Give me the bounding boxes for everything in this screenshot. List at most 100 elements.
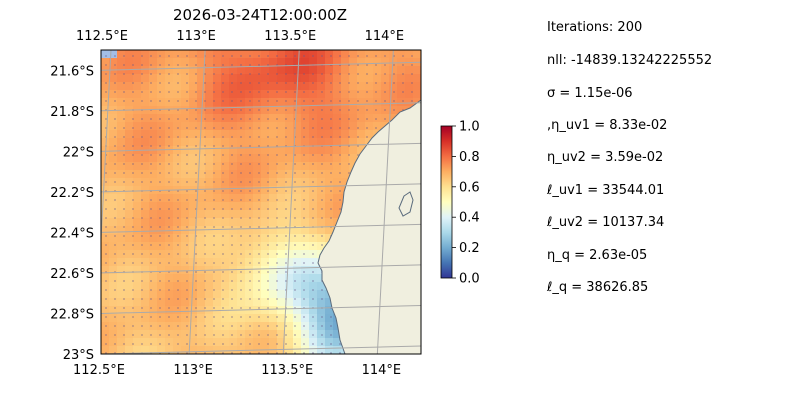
vector-dot <box>159 343 161 345</box>
heat-cell <box>229 162 238 171</box>
vector-dot <box>240 262 242 264</box>
vector-dot <box>339 127 341 129</box>
heat-cell <box>149 202 158 211</box>
vector-dot <box>141 253 143 255</box>
heat-cell <box>285 314 294 323</box>
heat-cell <box>149 82 158 91</box>
vector-dot <box>141 82 143 84</box>
vector-dot <box>267 307 269 309</box>
vector-dot <box>240 244 242 246</box>
heat-cell <box>293 194 302 203</box>
heat-cell <box>213 82 222 91</box>
vector-dot <box>330 127 332 129</box>
vector-dot <box>195 262 197 264</box>
heat-cell <box>325 234 334 243</box>
heat-cell <box>309 314 318 323</box>
heat-cell <box>309 138 318 147</box>
heat-cell <box>293 298 302 307</box>
heat-cell <box>293 130 302 139</box>
vector-dot <box>276 199 278 201</box>
lat-gridline <box>101 345 421 354</box>
heat-cell <box>221 298 230 307</box>
heat-cell <box>317 298 326 307</box>
heat-cell <box>197 346 206 354</box>
heat-cell <box>269 306 278 315</box>
vector-dot <box>222 307 224 309</box>
x-ticks-bottom: 112.5°E 113°E 113.5°E 114°E <box>73 363 401 378</box>
vector-dot <box>204 181 206 183</box>
vector-dot <box>141 127 143 129</box>
vector-dot <box>303 136 305 138</box>
vector-dot <box>150 262 152 264</box>
vector-dot <box>141 145 143 147</box>
heat-cell <box>149 282 158 291</box>
heat-cell <box>293 178 302 187</box>
vector-dot <box>267 55 269 57</box>
heat-cell <box>317 58 326 67</box>
vector-dot <box>312 271 314 273</box>
heat-cell <box>261 290 270 299</box>
vector-dot <box>105 181 107 183</box>
vector-dot <box>393 100 395 102</box>
vector-dot <box>159 100 161 102</box>
vector-dot <box>177 316 179 318</box>
vector-dot <box>267 271 269 273</box>
heat-cell <box>205 322 214 331</box>
vector-dot <box>195 316 197 318</box>
heat-cell <box>261 250 270 259</box>
vector-dot <box>330 208 332 210</box>
vector-dot <box>249 127 251 129</box>
vector-dot <box>258 172 260 174</box>
heat-cell <box>285 346 294 354</box>
vector-dot <box>213 343 215 345</box>
heat-cell <box>181 250 190 259</box>
vector-dot <box>114 136 116 138</box>
heat-cell <box>197 218 206 227</box>
vector-dot <box>258 325 260 327</box>
heat-cell <box>101 202 110 211</box>
vector-dot <box>105 64 107 66</box>
heat-cell <box>165 202 174 211</box>
vector-dot <box>186 181 188 183</box>
vector-dot <box>186 91 188 93</box>
vector-dot <box>267 262 269 264</box>
heat-cell <box>301 178 310 187</box>
heat-cell <box>269 250 278 259</box>
vector-dot <box>177 199 179 201</box>
vector-dot <box>231 154 233 156</box>
vector-dot <box>150 316 152 318</box>
vector-dot <box>222 235 224 237</box>
param-eta-q: η_q = 2.63e-05 <box>547 248 648 263</box>
heat-cell <box>117 258 126 267</box>
heat-cell <box>213 274 222 283</box>
heat-cell <box>237 98 246 107</box>
heat-cell <box>221 154 230 163</box>
vector-dot <box>375 82 377 84</box>
heat-cell <box>293 338 302 347</box>
vector-dot <box>348 109 350 111</box>
vector-dot <box>213 253 215 255</box>
heat-cell <box>269 74 278 83</box>
vector-dot <box>213 127 215 129</box>
heat-cell <box>381 58 390 67</box>
vector-dot <box>150 280 152 282</box>
vector-dot <box>204 226 206 228</box>
vector-dot <box>195 280 197 282</box>
vector-dot <box>294 235 296 237</box>
vector-dot <box>186 55 188 57</box>
heat-cell <box>397 66 406 75</box>
heat-cell <box>165 170 174 179</box>
heat-cell <box>405 98 414 107</box>
heat-cell <box>341 74 350 83</box>
heat-cell <box>229 250 238 259</box>
heat-cell <box>261 122 270 131</box>
vector-dot <box>114 217 116 219</box>
heat-cell <box>173 58 182 67</box>
vector-dot <box>159 145 161 147</box>
vector-dot <box>213 235 215 237</box>
heat-cell <box>189 258 198 267</box>
heat-cell <box>333 210 342 219</box>
vector-dot <box>132 325 134 327</box>
heat-cell <box>349 130 358 139</box>
heat-cell <box>253 106 262 115</box>
